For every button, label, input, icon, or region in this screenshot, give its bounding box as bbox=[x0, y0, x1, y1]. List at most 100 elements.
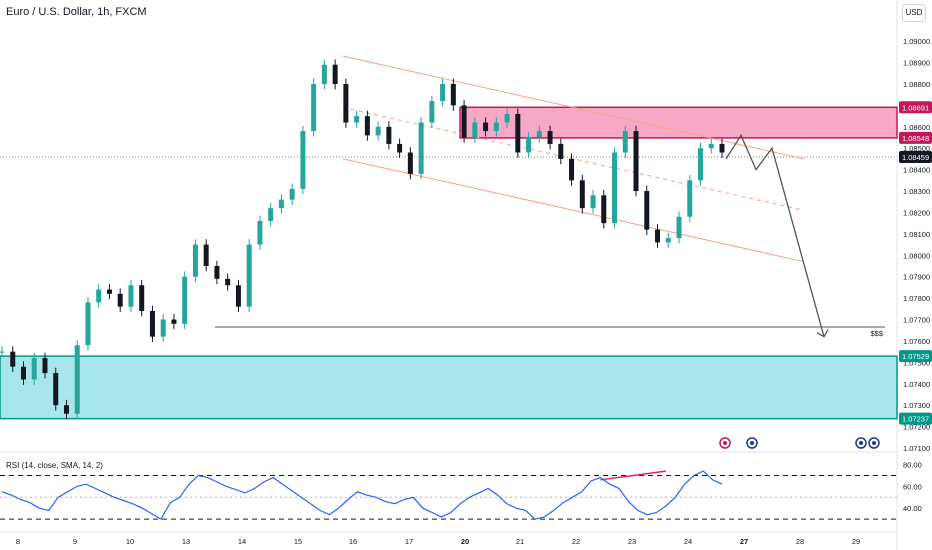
candle-body bbox=[0, 351, 5, 353]
price-tick-label: 1.07700 bbox=[903, 316, 930, 325]
time-tick-label: 8 bbox=[16, 537, 20, 546]
price-tick-label: 1.07300 bbox=[903, 401, 930, 410]
calendar-event-icon-dot bbox=[750, 441, 754, 445]
candle-body bbox=[483, 122, 489, 132]
price-tick-label: 1.07900 bbox=[903, 273, 930, 282]
candle-body bbox=[472, 122, 478, 138]
candle-body bbox=[311, 83, 317, 132]
candle-body bbox=[225, 278, 231, 286]
price-tick-label: 1.08400 bbox=[903, 166, 930, 175]
candle-body bbox=[698, 148, 704, 181]
rsi-tick-label: 60.00 bbox=[903, 482, 922, 491]
price-tick-label: 1.08800 bbox=[903, 80, 930, 89]
candle-body bbox=[364, 116, 370, 136]
candle-body bbox=[10, 351, 16, 367]
price-tick-label: 1.09000 bbox=[903, 37, 930, 46]
price-tag-label: 1.08548 bbox=[902, 134, 929, 143]
candle-body bbox=[332, 64, 338, 84]
price-tick-label: 1.07200 bbox=[903, 423, 930, 432]
demand-zone[interactable] bbox=[0, 355, 898, 420]
candle-body bbox=[708, 143, 714, 149]
candle-body bbox=[536, 131, 542, 138]
candle-body bbox=[547, 131, 553, 144]
price-tick-label: 1.07100 bbox=[903, 444, 930, 453]
candle-body bbox=[440, 83, 446, 102]
candle-body bbox=[106, 289, 112, 294]
time-tick-label: 28 bbox=[796, 537, 804, 546]
price-tag bbox=[899, 350, 932, 363]
price-tick-label: 1.07400 bbox=[903, 380, 930, 389]
candle-body bbox=[450, 83, 456, 106]
channel-mid-line[interactable] bbox=[342, 107, 805, 211]
time-tick-label: 13 bbox=[182, 537, 190, 546]
candle-body bbox=[278, 199, 284, 209]
time-tick-label: 22 bbox=[572, 537, 580, 546]
price-tag bbox=[899, 131, 932, 144]
candle-body bbox=[246, 244, 252, 307]
candle-body bbox=[590, 195, 596, 209]
price-tag bbox=[899, 150, 932, 163]
candle-body bbox=[160, 319, 166, 337]
candle-body bbox=[407, 152, 413, 174]
rsi-tick-label: 80.00 bbox=[903, 461, 922, 470]
rsi-divergence-line[interactable] bbox=[600, 470, 666, 481]
time-tick-label: 9 bbox=[73, 537, 77, 546]
time-tick-label: 21 bbox=[516, 537, 524, 546]
projection-path[interactable] bbox=[725, 133, 825, 337]
calendar-event-icon-dot bbox=[872, 441, 876, 445]
price-tick-label: 1.08500 bbox=[903, 144, 930, 153]
price-tick-label: 1.08000 bbox=[903, 251, 930, 260]
time-tick-label: 29 bbox=[852, 537, 860, 546]
candle-body bbox=[687, 180, 693, 217]
price-tick-label: 1.08200 bbox=[903, 208, 930, 217]
price-tick-label: 1.07800 bbox=[903, 294, 930, 303]
candle-body bbox=[418, 122, 424, 174]
candle-body bbox=[42, 358, 48, 374]
candle-body bbox=[182, 276, 188, 324]
candle-body bbox=[300, 131, 306, 189]
candle-body bbox=[343, 83, 349, 123]
candle-body bbox=[493, 122, 499, 132]
candle-body bbox=[214, 265, 220, 279]
currency-button[interactable]: USD bbox=[902, 4, 926, 22]
candle-body bbox=[579, 180, 585, 209]
candle-body bbox=[665, 238, 671, 243]
candle-body bbox=[397, 143, 403, 153]
candle-body bbox=[96, 289, 102, 303]
candle-body bbox=[63, 405, 69, 414]
time-tick-label: 27 bbox=[740, 537, 748, 546]
rsi-line[interactable] bbox=[1, 470, 723, 520]
candle-body bbox=[149, 310, 155, 337]
candle-body bbox=[235, 285, 241, 307]
candle-body bbox=[569, 158, 575, 181]
price-tag-label: 1.07237 bbox=[902, 415, 929, 424]
candle-body bbox=[612, 152, 618, 224]
candle-body bbox=[644, 191, 650, 230]
price-tick-label: 1.07600 bbox=[903, 337, 930, 346]
lightning-event-icon-dot bbox=[723, 441, 727, 445]
candle-body bbox=[655, 229, 661, 243]
rsi-tick-label: 40.00 bbox=[903, 504, 922, 513]
supply-zone[interactable] bbox=[459, 106, 898, 139]
channel-upper-line[interactable] bbox=[342, 55, 805, 160]
candles bbox=[0, 59, 725, 420]
candle-body bbox=[526, 137, 532, 153]
time-tick-label: 10 bbox=[126, 537, 134, 546]
price-tag-label: 1.07529 bbox=[902, 352, 929, 361]
price-tick-label: 1.07500 bbox=[903, 358, 930, 367]
liquidity-label: $$$ bbox=[870, 329, 883, 338]
candle-body bbox=[558, 143, 564, 159]
channel-lower-line[interactable] bbox=[342, 158, 805, 263]
time-tick-label: 14 bbox=[238, 537, 246, 546]
candle-body bbox=[676, 216, 682, 239]
candle-body bbox=[719, 143, 725, 153]
calendar-event-icon-dot bbox=[859, 441, 863, 445]
candle-body bbox=[461, 105, 467, 138]
candle-body bbox=[192, 244, 198, 277]
price-tag bbox=[899, 101, 932, 114]
price-tag-label: 1.08691 bbox=[902, 103, 929, 112]
candle-body bbox=[257, 221, 263, 245]
candle-body bbox=[53, 373, 59, 406]
time-tick-label: 15 bbox=[294, 537, 302, 546]
